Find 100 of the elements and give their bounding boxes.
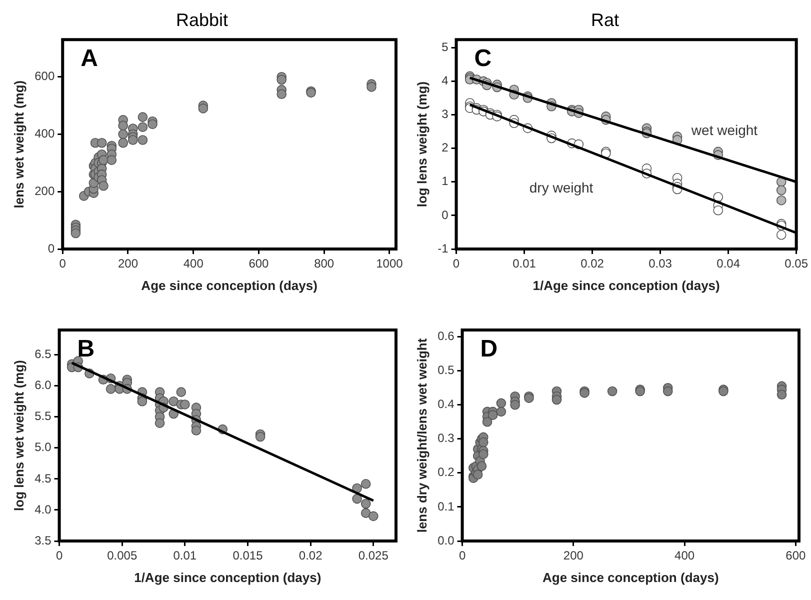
point [106,155,117,165]
y-tick-label: 0.2 [438,465,455,480]
x-tick-label: 0 [59,256,66,271]
y-tick-label: 200 [34,184,55,198]
y-tick-label: 3 [442,107,449,122]
point [776,230,786,240]
point [360,498,371,509]
y-tick-label: 0.3 [438,431,455,446]
point [776,390,787,400]
point [482,416,492,427]
x-tick-label: 0.05 [784,256,808,271]
y-tick-label: 4.5 [34,471,52,486]
x-tick-label: 1000 [376,256,404,271]
annotation: B [77,336,95,363]
y-axis-title: lens wet weight (mg) [11,80,26,208]
point [713,206,724,216]
x-axis-title: 1/Age since conception (days) [134,570,322,585]
point [70,228,81,238]
x-tick-label: 0.04 [716,256,740,271]
x-tick-label: 0.005 [107,548,138,563]
y-tick-label: 5 [442,40,449,54]
point [276,89,287,99]
x-tick-label: 0.015 [232,548,264,563]
y-axis-title: log lens weight (mg) [414,81,430,208]
point [154,418,165,428]
x-tick-label: 400 [674,548,695,563]
y-tick-label: 6.0 [34,378,52,392]
y-tick-label: 5.0 [34,440,52,454]
point [138,112,148,122]
x-tick-label: 600 [786,548,806,563]
point [148,119,158,130]
y-tick-label: 0.1 [438,499,455,514]
point [168,396,179,406]
y-tick-label: 4 [442,74,449,88]
point [488,410,498,420]
x-tick-label: 200 [118,256,138,271]
point [360,508,371,518]
point [607,386,618,396]
y-tick-label: 0.4 [438,397,455,412]
y-tick-label: 5.5 [34,409,52,424]
x-tick-label: 0 [458,548,466,563]
y-tick-label: 4.0 [34,502,52,516]
point [98,180,108,191]
point [191,426,202,436]
point [138,135,148,145]
point [255,432,266,442]
point [176,387,186,397]
point [776,195,786,206]
point [510,400,520,410]
y-axis-title: lens dry weight/lens wet weight [414,338,430,533]
point [118,120,128,131]
x-axis-title: 1/Age since conception (days) [532,278,720,293]
annotation: D [480,336,498,363]
x-tick-label: 0.02 [298,548,323,563]
point [118,129,128,140]
point [98,155,108,165]
annotation: C [474,45,492,72]
y-tick-label: 6.5 [34,347,52,362]
y-tick-label: 1 [442,174,449,188]
point [366,82,376,92]
point [106,384,116,394]
x-tick-label: 200 [563,548,584,563]
y-tick-label: 2 [442,140,449,155]
series-label: wet weight [690,122,758,138]
point [118,138,128,148]
point [368,511,378,522]
point [352,494,362,504]
point [138,122,148,132]
x-tick-label: 0.03 [648,256,672,271]
x-axis-title: Age since conception (days) [542,570,719,585]
point [552,394,562,405]
point [478,437,488,448]
x-tick-label: 0.025 [358,548,389,563]
point [496,398,506,408]
point [276,74,287,85]
point [96,138,107,148]
x-tick-label: 0.01 [173,548,197,563]
x-tick-label: 0.01 [512,256,536,271]
annotation: A [80,45,98,72]
point [478,449,488,460]
y-axis-title: log lens wet weight (mg) [11,360,26,511]
y-tick-label: 0.0 [438,533,455,548]
point [496,406,506,417]
y-tick-label: 0 [48,241,55,256]
x-tick-label: 800 [314,256,334,271]
point [180,400,190,410]
x-tick-label: 600 [248,256,270,271]
point [128,135,138,145]
x-tick-label: 400 [183,256,204,271]
point [776,185,786,196]
point [476,461,487,472]
y-tick-label: 600 [34,69,55,84]
y-tick-label: -1 [438,241,449,256]
y-tick-label: 0.5 [438,363,455,378]
x-axis-title: Age since conception (days) [141,278,318,293]
x-tick-label: 0.02 [580,256,604,271]
y-tick-label: 0 [442,208,449,222]
y-tick-label: 400 [34,126,55,141]
point [137,396,148,406]
point [360,479,371,489]
